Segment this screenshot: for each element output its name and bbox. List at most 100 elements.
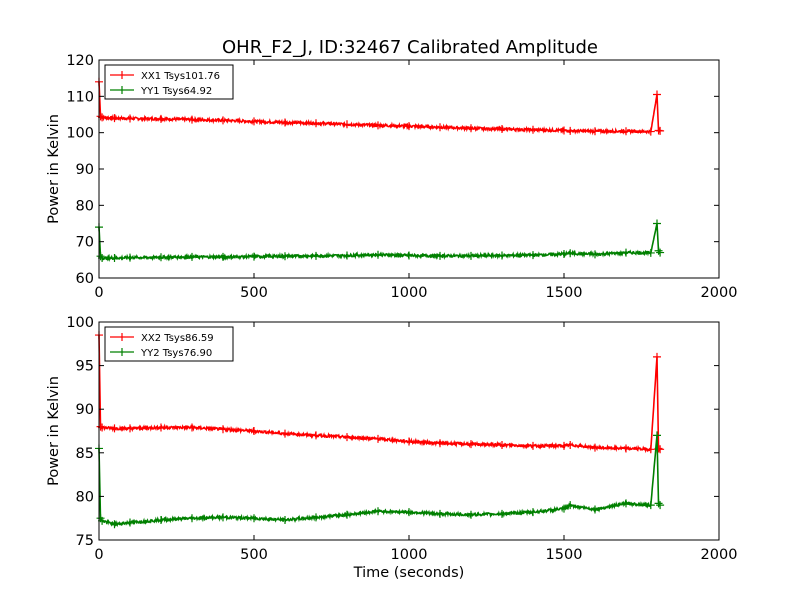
data-point-marker (498, 251, 506, 260)
data-point-marker (374, 121, 382, 130)
y-tick-label: 60 (76, 271, 94, 287)
data-point-marker (374, 434, 382, 443)
x-tick-label: 1500 (546, 547, 583, 563)
data-point-marker (219, 425, 227, 434)
legend: XX2 Tsys86.59 YY2 Tsys76.90 (104, 326, 234, 362)
data-point-marker (157, 253, 165, 262)
x-tick-label: 1000 (391, 285, 428, 301)
data-point-marker (560, 441, 568, 450)
data-point-marker (110, 424, 119, 433)
x-tick-label: 0 (94, 547, 103, 563)
data-point-marker (126, 253, 134, 262)
data-point-marker (281, 118, 289, 127)
data-point-marker (312, 513, 320, 522)
x-tick-label: 1500 (546, 285, 583, 301)
data-point-marker (467, 124, 475, 133)
data-point-marker (436, 123, 444, 132)
data-point-marker (436, 509, 444, 518)
data-point-marker (436, 251, 444, 260)
data-point-marker (110, 254, 119, 263)
data-point-marker (343, 251, 351, 260)
x-tick-label: 2000 (701, 547, 738, 563)
data-point-marker (467, 251, 475, 260)
data-point-marker (405, 122, 413, 131)
data-point-marker (653, 352, 661, 361)
data-point-marker (566, 126, 575, 135)
data-point-marker (374, 507, 382, 516)
legend-box (104, 326, 234, 362)
data-point-marker (312, 119, 320, 128)
y-axis-label: Power in Kelvin (46, 376, 62, 486)
bottom-plot-panel: 0 500 1000 1500 2000 75 80 85 90 95 100 Power in Ke… (46, 315, 737, 581)
legend-label: YY1 Tsys64.92 (140, 86, 212, 97)
legend-label: XX1 Tsys101.76 (141, 71, 220, 82)
data-point-marker (653, 431, 661, 440)
data-point-marker (343, 433, 351, 442)
x-tick-label: 1000 (391, 547, 428, 563)
data-point-marker (656, 248, 665, 257)
data-point-marker (498, 440, 506, 449)
y-tick-label: 100 (66, 315, 94, 331)
data-point-marker (566, 440, 575, 449)
top-plot-panel: 0 500 1000 1500 2000 60 70 80 90 100 110 120 Power i… (46, 53, 737, 301)
data-point-marker (566, 501, 575, 510)
data-point-marker (250, 427, 258, 435)
y-tick-label: 85 (76, 446, 94, 462)
x-tick-label: 500 (240, 285, 268, 301)
data-point-marker (250, 117, 258, 126)
legend: XX1 Tsys101.76 YY1 Tsys64.92 (104, 64, 234, 100)
data-point-marker (529, 441, 537, 450)
legend-label: YY2 Tsys76.90 (140, 348, 212, 359)
data-point-marker (312, 431, 320, 440)
data-point-marker (656, 501, 665, 510)
data-point-marker (591, 127, 599, 136)
legend-label: XX2 Tsys86.59 (141, 333, 214, 344)
y-tick-label: 70 (76, 235, 94, 251)
data-point-marker (653, 219, 661, 228)
data-point-marker (374, 250, 382, 259)
data-point-marker (591, 443, 599, 452)
series-2-group (95, 219, 665, 263)
data-point-marker (343, 120, 351, 129)
data-point-marker (281, 429, 289, 438)
data-point-marker (281, 515, 289, 524)
legend-box (104, 64, 234, 100)
y-tick-label: 80 (76, 489, 94, 505)
data-point-marker (250, 252, 258, 261)
y-tick-label: 90 (76, 402, 94, 418)
data-point-marker (110, 114, 119, 123)
data-point-marker (188, 423, 196, 432)
data-point-marker (467, 510, 475, 519)
data-point-marker (405, 508, 413, 517)
data-point-marker (96, 422, 105, 431)
data-point-marker (591, 505, 599, 514)
data-point-marker (312, 251, 320, 260)
data-point-marker (529, 251, 537, 260)
data-point-marker (646, 445, 655, 454)
data-point-marker (560, 504, 568, 513)
data-point-marker (622, 444, 630, 453)
data-point-marker (96, 112, 105, 121)
data-point-marker (96, 252, 105, 261)
data-point-marker (343, 510, 351, 519)
data-point-marker (281, 252, 289, 261)
data-point-marker (654, 246, 663, 255)
data-point-marker (405, 251, 413, 260)
data-point-marker (529, 125, 537, 134)
y-tick-label: 95 (76, 359, 94, 375)
x-tick-label: 500 (240, 547, 268, 563)
y-tick-label: 120 (66, 53, 94, 69)
data-point-marker (219, 116, 227, 125)
data-point-marker (646, 127, 655, 136)
data-point-marker (188, 115, 196, 124)
data-point-marker (560, 250, 568, 259)
data-point-marker (188, 252, 196, 261)
data-point-marker (219, 252, 227, 261)
data-point-marker (622, 248, 630, 257)
data-point-marker (467, 440, 475, 449)
y-tick-label: 100 (66, 126, 94, 142)
y-tick-label: 110 (66, 89, 94, 105)
data-point-marker (498, 125, 506, 134)
data-point-marker (188, 514, 196, 523)
